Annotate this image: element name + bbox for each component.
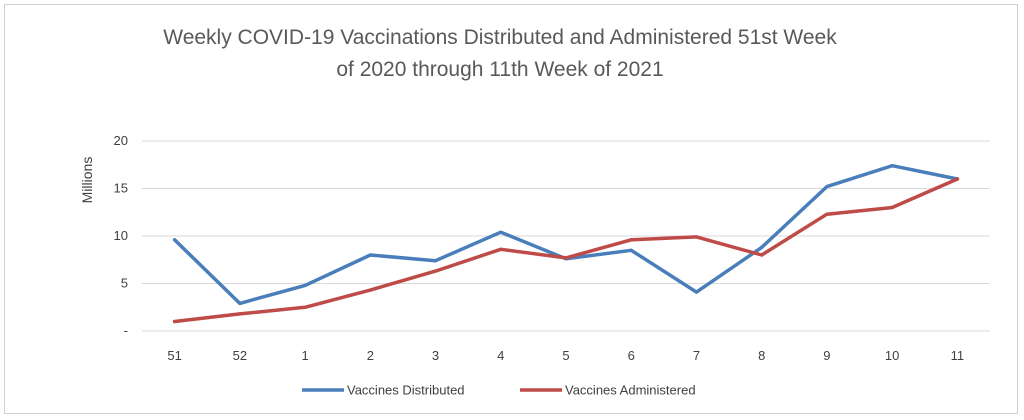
data-point: [694, 235, 699, 239]
data-point: [564, 256, 568, 260]
legend-label: Vaccines Distributed: [347, 383, 465, 398]
x-tick-label: 51: [167, 348, 181, 363]
y-tick-label: 10: [114, 228, 128, 243]
x-axis-ticks: 51 52 1 2 3 4 5 6 7 8 9 10 11: [167, 348, 964, 363]
series-lines: [172, 163, 960, 324]
x-tick-label: 52: [233, 348, 247, 363]
data-point: [825, 185, 829, 189]
series-line-1: [172, 163, 960, 306]
series-line-2: [172, 177, 960, 324]
data-point: [238, 312, 242, 316]
data-point: [368, 253, 372, 257]
chart-title-line-2: of 2020 through 11th Week of 2021: [336, 58, 663, 81]
data-point: [629, 238, 633, 242]
y-axis-label: Millions: [79, 157, 95, 204]
data-point: [173, 238, 177, 242]
data-point: [303, 305, 307, 309]
legend: Vaccines Distributed Vaccines Administere…: [302, 383, 696, 398]
data-point: [955, 177, 959, 181]
x-tick-label: 4: [497, 348, 504, 363]
x-tick-label: 7: [693, 348, 700, 363]
x-tick-label: 2: [367, 348, 374, 363]
data-point: [825, 212, 829, 216]
data-point: [238, 301, 242, 306]
legend-label: Vaccines Administered: [565, 383, 696, 398]
chart-title: Weekly COVID-19 Vaccinations Distributed…: [163, 26, 837, 81]
x-tick-label: 5: [562, 348, 569, 363]
data-point: [760, 245, 764, 249]
data-point: [694, 290, 699, 294]
data-point: [890, 205, 894, 210]
y-axis-ticks: - 5 10 15 20: [114, 133, 128, 338]
data-point: [303, 283, 307, 287]
data-point: [433, 269, 438, 273]
y-tick-label: 5: [121, 276, 128, 291]
y-tick-label: -: [124, 323, 128, 338]
chart-frame: [4, 4, 1018, 414]
data-point: [368, 288, 372, 292]
legend-item: Vaccines Distributed: [302, 383, 465, 398]
x-tick-label: 10: [885, 348, 899, 363]
y-tick-label: 15: [114, 181, 128, 196]
chart-title-line-1: Weekly COVID-19 Vaccinations Distributed…: [163, 26, 837, 49]
data-point: [499, 247, 503, 251]
x-tick-label: 9: [823, 348, 830, 363]
y-tick-label: 20: [114, 133, 128, 148]
data-point: [173, 319, 177, 324]
data-point: [629, 248, 633, 252]
gridlines: [142, 140, 990, 332]
x-tick-label: 11: [951, 348, 965, 363]
x-tick-label: 1: [301, 348, 308, 363]
x-tick-label: 8: [758, 348, 765, 363]
x-tick-label: 3: [432, 348, 439, 363]
data-point: [499, 230, 503, 234]
data-point: [890, 164, 894, 168]
legend-item: Vaccines Administered: [520, 383, 696, 398]
x-tick-label: 6: [628, 348, 635, 363]
data-point: [760, 253, 764, 257]
data-point: [433, 259, 438, 263]
